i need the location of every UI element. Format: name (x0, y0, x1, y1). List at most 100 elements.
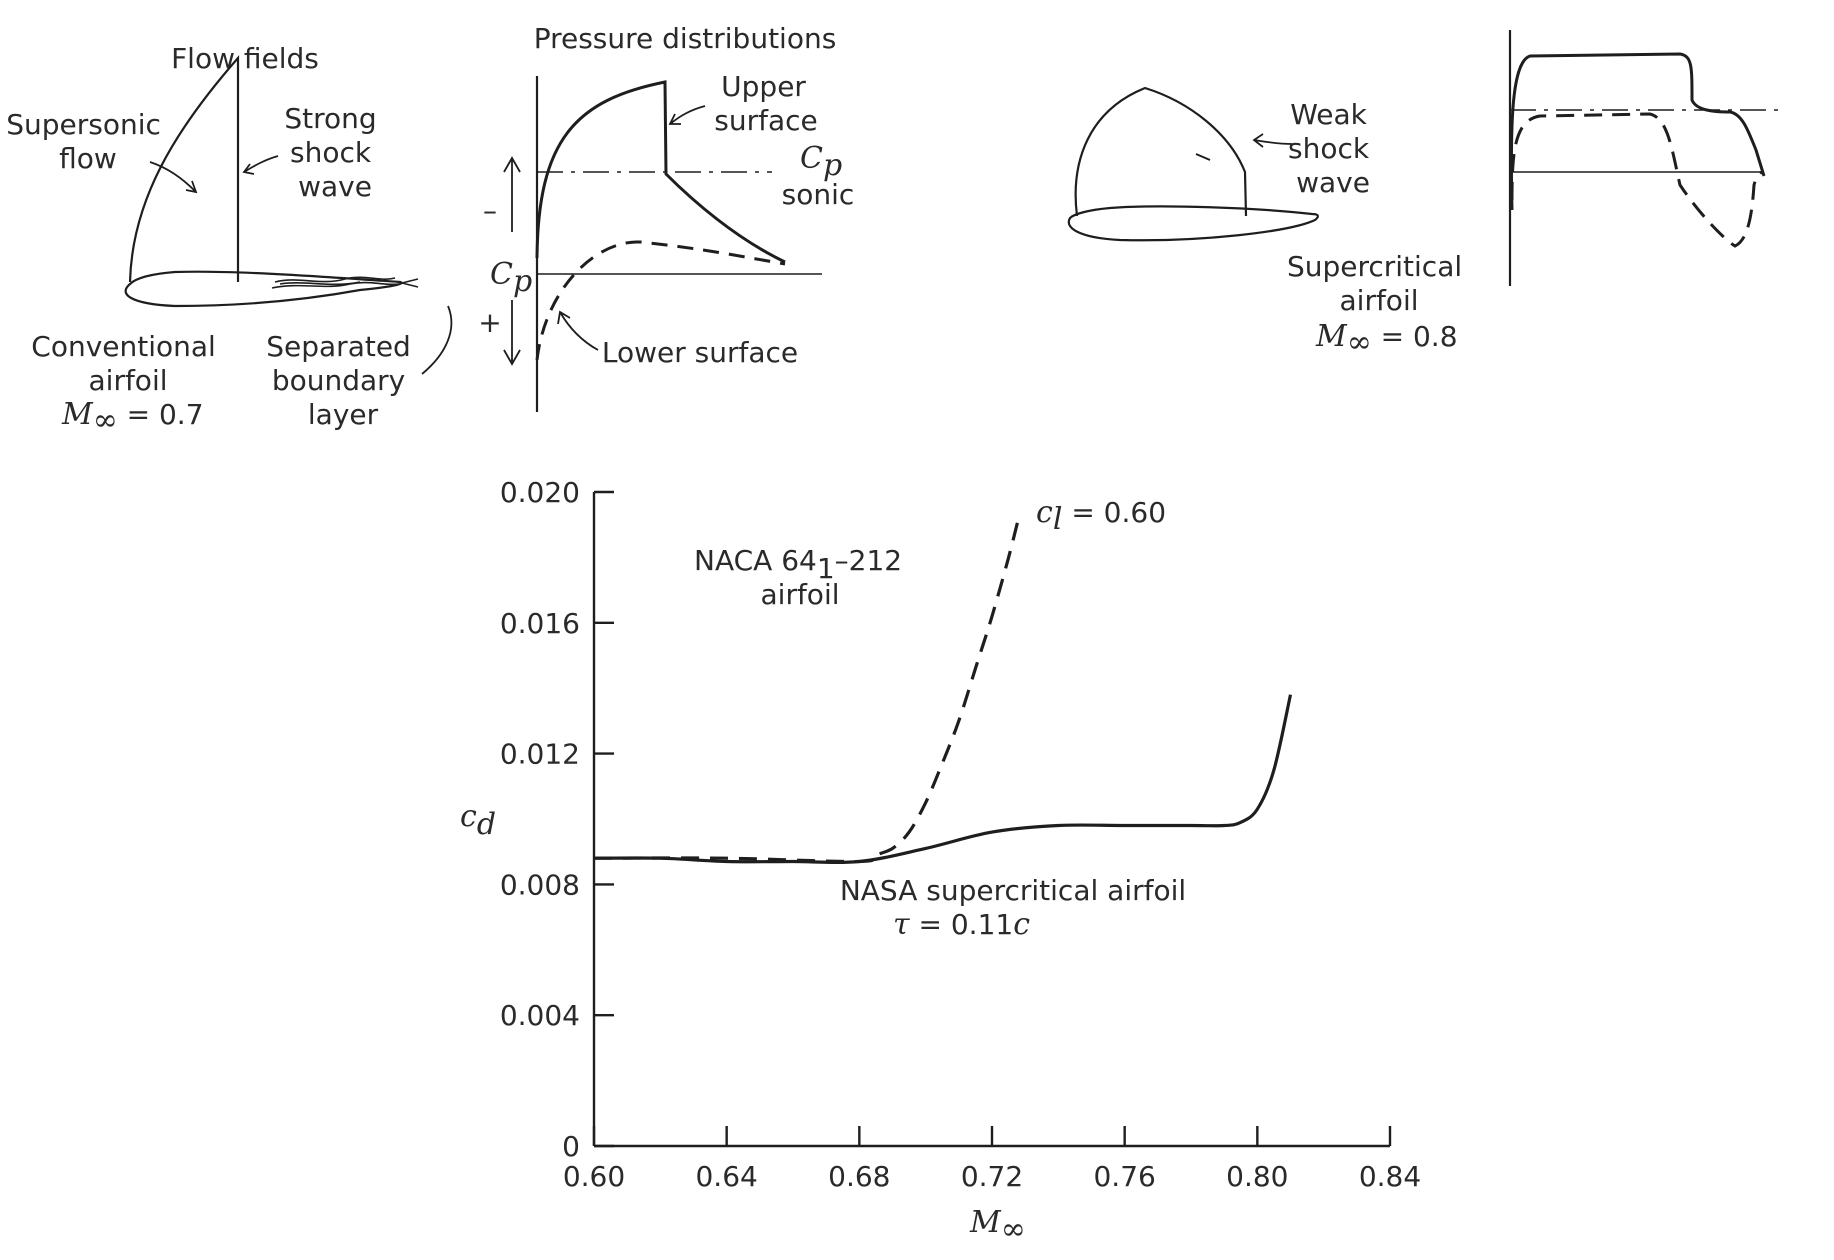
wake-arrow (401, 278, 419, 288)
x-tick-label: 0.68 (828, 1160, 890, 1193)
supercritical-label: Supercritical airfoil (1287, 250, 1471, 317)
supercritical-mach-value: = 0.8 (1372, 320, 1458, 353)
naca-label-line-2: airfoil (761, 578, 840, 611)
cp-symbol: C (490, 257, 513, 292)
flow-fields-title: Flow fields (171, 42, 319, 75)
weak-shock-mark (1195, 153, 1211, 161)
naca-label-sub: 1 (817, 552, 835, 585)
cl-label: cl = 0.60 (1036, 495, 1166, 537)
supersonic-region (128, 55, 240, 283)
down-arrow (503, 300, 521, 366)
upper-surface-arrow (668, 105, 706, 125)
sc-lower-surface-curve (1510, 112, 1763, 248)
y-tick-label: 0.020 (500, 476, 580, 509)
tau-label: τ = 0.11c (893, 907, 1030, 942)
conventional-mach-symbol: M (61, 397, 94, 432)
x-axis-label-sub: ∞ (1001, 1212, 1026, 1247)
series-layer (593, 517, 1293, 865)
x-tick-label: 0.72 (961, 1160, 1023, 1193)
separated-label: Separated boundary layer (266, 330, 420, 431)
supercritical-mach-symbol: M (1315, 319, 1348, 354)
nasa-label: NASA supercritical airfoil (840, 874, 1186, 907)
tau-c: c (1013, 907, 1030, 942)
lower-surface-arrow (557, 310, 599, 351)
y-tick-label: 0.008 (500, 868, 580, 901)
x-axis-label-symbol: M (969, 1205, 1002, 1240)
cp-sub: p (513, 264, 532, 299)
strong-shock-label: Strong shock wave (284, 102, 385, 203)
x-tick-label: 0.76 (1093, 1160, 1155, 1193)
plus-sign: + (478, 306, 501, 339)
cl-sub: l (1053, 502, 1063, 537)
y-axis-label: cd (460, 799, 496, 842)
supercritical-mach-sub: ∞ (1347, 325, 1372, 360)
minus-sign: – (483, 194, 497, 227)
supersonic-line-1: Supersonic (6, 108, 161, 141)
supercritical-line-2: airfoil (1340, 284, 1419, 317)
sc-upper-surface-curve (1509, 52, 1766, 211)
y-ticks: 0 0.004 0.008 0.012 0.016 0.020 (500, 476, 614, 1163)
conventional-mach-sub: ∞ (93, 403, 118, 438)
supersonic-label: Supersonic flow (6, 108, 170, 175)
strong-shock-line-3: wave (298, 170, 372, 203)
weak-shock-line-2: shock (1288, 132, 1370, 165)
upper-surface-label: Upper surface (714, 70, 817, 137)
y-axis-label-sub: d (477, 807, 496, 842)
drag-vs-mach-chart: 0.60 0.64 0.68 0.72 0.76 0.80 0.84 0 0.004 0.008… (460, 476, 1421, 1247)
naca-label-b: –212 (835, 544, 902, 577)
conventional-line-2: airfoil (89, 364, 168, 397)
cp-label: Cp (490, 257, 532, 299)
conventional-line-1: Conventional (31, 330, 216, 363)
supercritical-mach-label: M∞ = 0.8 (1315, 319, 1458, 360)
upper-surface-line-2: surface (714, 104, 817, 137)
separated-arrow (421, 305, 453, 375)
cp-sonic-label: sonic (782, 178, 855, 211)
x-tick-label: 0.60 (563, 1160, 625, 1193)
x-ticks: 0.60 0.64 0.68 0.72 0.76 0.80 0.84 (563, 1126, 1421, 1193)
lower-surface-curve (535, 240, 786, 361)
weak-shock-label: Weak shock wave (1288, 98, 1378, 199)
tau-value: = 0.11 (910, 908, 1014, 941)
cl-symbol: c (1036, 495, 1053, 530)
upper-surface-line-1: Upper (721, 70, 806, 103)
supersonic-arrow (149, 161, 198, 194)
separated-line-3: layer (308, 398, 379, 431)
y-tick-label: 0.016 (500, 607, 580, 640)
cp-sonic-sub: p (823, 148, 842, 183)
lower-surface-label: Lower surface (602, 336, 798, 369)
pressure-title: Pressure distributions (534, 22, 837, 55)
naca-label-line-1: NACA 641–212 (694, 544, 902, 585)
weak-shock-line-1: Weak (1290, 98, 1367, 131)
naca-series-line (593, 517, 1021, 864)
separated-line-2: boundary (272, 364, 405, 397)
conventional-airfoil-shape (124, 270, 403, 308)
naca-label-a: NACA 64 (694, 544, 817, 577)
x-tick-label: 0.64 (695, 1160, 757, 1193)
tau-symbol: τ (893, 907, 910, 942)
supercritical-line-1: Supercritical (1287, 250, 1462, 283)
separated-wake (271, 276, 399, 289)
strong-shock-line-2: shock (290, 136, 372, 169)
cp-sonic-symbol-label: Cp (800, 141, 842, 183)
nasa-series-line (593, 694, 1293, 865)
conventional-flow-field-sketch: Flow fields Supersonic flow Strong shock… (6, 42, 453, 438)
conventional-pressure-sketch: Pressure distributions – + Cp Upper surf… (478, 22, 854, 412)
y-tick-label: 0.004 (500, 999, 580, 1032)
separated-line-1: Separated (266, 330, 411, 363)
supercritical-pressure-sketch (1508, 30, 1778, 286)
supercritical-supersonic-region (1074, 86, 1248, 217)
supercritical-airfoil-shape (1067, 205, 1319, 242)
strong-shock-line-1: Strong (284, 102, 376, 135)
supersonic-line-2: flow (59, 142, 117, 175)
upper-surface-curve (535, 80, 786, 264)
cl-value: = 0.60 (1062, 496, 1166, 529)
conventional-mach-label: M∞ = 0.7 (61, 397, 204, 438)
cp-sonic-symbol: C (800, 141, 823, 176)
y-axis-label-symbol: c (460, 799, 477, 834)
y-tick-label: 0.012 (500, 738, 580, 771)
x-axis-label: M∞ (969, 1205, 1026, 1247)
up-arrow (503, 156, 521, 232)
conventional-mach-value: = 0.7 (118, 398, 204, 431)
strong-shock-arrow (242, 155, 279, 175)
